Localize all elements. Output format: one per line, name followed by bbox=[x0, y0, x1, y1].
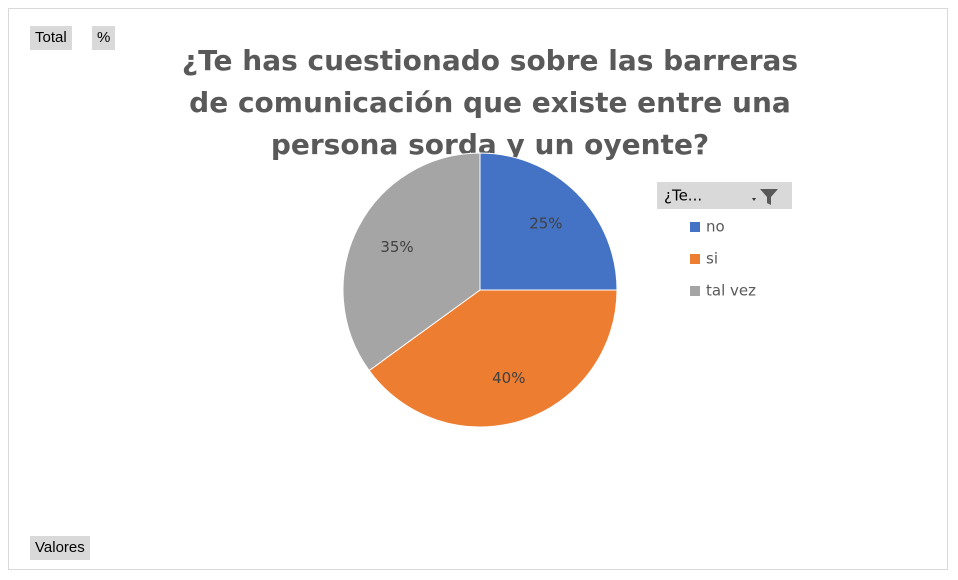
legend-label: no bbox=[706, 218, 725, 236]
legend-swatch bbox=[690, 286, 700, 296]
legend-label: tal vez bbox=[706, 282, 756, 300]
data-label: 35% bbox=[380, 238, 413, 256]
legend-label: si bbox=[706, 250, 718, 268]
legend-swatch bbox=[690, 254, 700, 264]
field-button[interactable]: % bbox=[92, 26, 116, 50]
dropdown-icon bbox=[752, 198, 756, 201]
axis-button[interactable]: Valores bbox=[30, 536, 90, 560]
legend-swatch bbox=[690, 222, 700, 232]
pie-slice bbox=[368, 289, 618, 428]
filter-icon bbox=[760, 189, 778, 205]
legend-title: ¿Te... bbox=[664, 187, 702, 205]
data-label: 40% bbox=[492, 369, 525, 387]
pie-slice bbox=[342, 152, 481, 372]
field-button[interactable]: Total bbox=[30, 26, 72, 50]
pie-slice bbox=[479, 152, 618, 291]
chart-area bbox=[8, 8, 948, 570]
data-label: 25% bbox=[529, 215, 562, 233]
